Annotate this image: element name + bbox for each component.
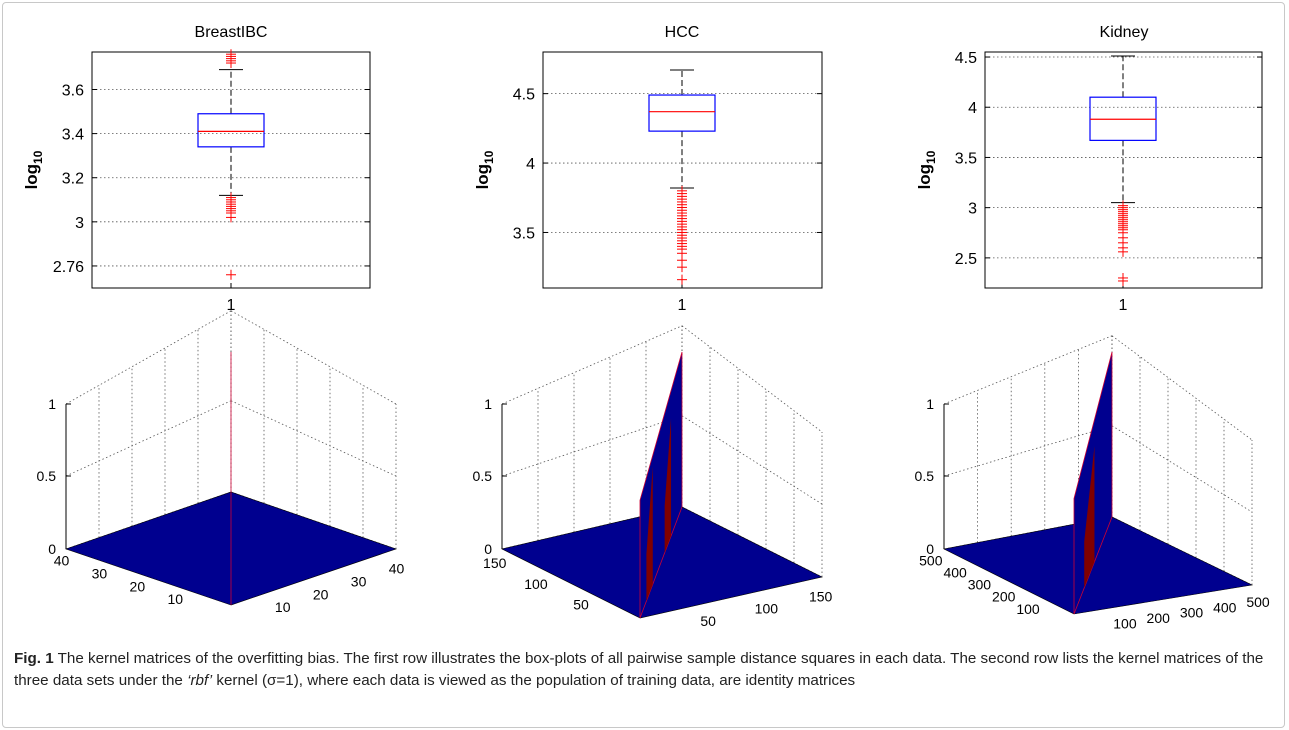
boxplot-hcc: 3.5 4 4.5 log10 1: [473, 51, 823, 314]
z-grid-line: [1111, 335, 1253, 441]
left-axis-tick-label: 20: [130, 578, 146, 594]
right-axis-tick-label: 200: [1147, 610, 1171, 626]
right-axis-tick-label: 500: [1246, 594, 1270, 610]
right-axis-tick-label: 100: [755, 601, 779, 617]
z-grid-line: [65, 310, 232, 405]
right-axis-tick-label: 10: [275, 599, 291, 615]
panel-title-breastibc: BreastIBC: [195, 24, 268, 41]
z-grid-line: [943, 335, 1113, 405]
caption-kernel-name: ‘rbf’: [187, 672, 213, 689]
y-axis-label: log10: [22, 150, 45, 189]
z-tick-label: 0: [48, 541, 56, 557]
diagonal-red-band: [646, 466, 653, 602]
left-axis-tick-label: 300: [968, 577, 992, 593]
panel-title-kidney: Kidney: [1100, 24, 1149, 41]
y-tick-label: 3.4: [62, 127, 84, 144]
z-grid-line: [230, 400, 397, 477]
y-tick-label: 2.5: [955, 251, 977, 268]
left-axis-tick-label: 50: [573, 596, 589, 612]
z-tick-label: 1: [48, 396, 56, 412]
left-axis-tick-label: 30: [92, 565, 108, 581]
iqr-box: [648, 94, 716, 132]
y-tick-label: 4.5: [513, 87, 535, 104]
z-grid-line: [230, 310, 397, 405]
z-grid-line: [501, 325, 683, 405]
z-tick-label: 0.5: [473, 468, 493, 484]
z-grid-line: [943, 425, 1113, 477]
x-tick-label: 1: [1119, 297, 1128, 314]
y-axis-label: log10: [473, 150, 496, 189]
left-axis-tick-label: 500: [919, 552, 943, 568]
outlier-marker: [677, 262, 687, 273]
z-tick-label: 0.5: [37, 468, 57, 484]
left-axis-tick-label: 40: [54, 553, 70, 569]
left-axis-tick-label: 100: [524, 576, 548, 592]
right-axis-tick-label: 300: [1180, 605, 1204, 621]
z-grid-line: [65, 400, 232, 477]
outlier-marker: [226, 212, 236, 223]
boxplot-kidney: 2.5 3 3.5 4 4.5 log10 1: [915, 50, 1263, 314]
y-tick-label: 3: [968, 201, 977, 218]
right-axis-tick-label: 50: [700, 613, 716, 629]
left-axis-tick-label: 150: [483, 555, 507, 571]
iqr-box: [197, 113, 265, 148]
boxplot-breastibc: 2.76 3 3.2 3.4 3.6 log10 1: [22, 49, 371, 314]
kernel-surface-breastibc: 0 0.5 1 10 20 30 40 10 20 30 40: [37, 310, 405, 615]
y-tick-label: 4.5: [955, 50, 977, 67]
y-tick-label: 4: [526, 156, 535, 173]
caption-text-2: kernel (σ=1), where each data is viewed …: [212, 672, 856, 689]
left-axis-tick-label: 100: [1016, 601, 1040, 617]
z-grid-line: [681, 325, 823, 433]
outlier-marker: [226, 49, 236, 60]
y-axis-label: log10: [915, 150, 938, 189]
y-tick-label: 2.76: [53, 259, 84, 276]
caption-label: Fig. 1: [14, 650, 54, 667]
outlier-marker: [1118, 246, 1128, 257]
z-grid-line: [681, 415, 823, 505]
y-tick-label: 3.6: [62, 82, 84, 99]
caption-text-1: The kernel matrices of the overfitting b…: [14, 650, 1264, 689]
right-axis-tick-label: 150: [809, 588, 833, 604]
figure-canvas: BreastIBC HCC Kidney 2.76 3 3.2 3.4 3.6 log10…: [22, 24, 1270, 632]
y-tick-label: 3.2: [62, 171, 84, 188]
z-tick-label: 1: [926, 396, 934, 412]
figure-caption: Fig. 1 The kernel matrices of the overfi…: [14, 648, 1279, 692]
z-tick-label: 0: [926, 541, 934, 557]
right-axis-tick-label: 100: [1113, 616, 1137, 632]
left-axis-tick-label: 400: [943, 564, 967, 580]
right-axis-tick-label: 400: [1213, 599, 1237, 615]
outlier-marker: [226, 269, 236, 280]
diagonal-red-band: [1084, 446, 1095, 588]
y-tick-label: 3: [75, 215, 84, 232]
y-tick-label: 3.5: [955, 150, 977, 167]
x-tick-label: 1: [227, 297, 236, 314]
z-tick-label: 0: [484, 541, 492, 557]
left-axis-tick-label: 200: [992, 589, 1016, 605]
z-grid-line: [1111, 425, 1253, 513]
right-axis-tick-label: 30: [351, 573, 367, 589]
panel-title-hcc: HCC: [665, 24, 700, 41]
right-axis-tick-label: 20: [313, 586, 329, 602]
y-tick-label: 4: [968, 100, 977, 117]
z-tick-label: 0.5: [915, 468, 935, 484]
outlier-marker: [677, 274, 687, 285]
x-tick-label: 1: [678, 297, 687, 314]
right-axis-tick-label: 40: [389, 561, 405, 577]
left-axis-tick-label: 10: [167, 591, 183, 607]
diagonal-red-band: [664, 418, 672, 553]
y-tick-label: 3.5: [513, 225, 535, 242]
z-tick-label: 1: [484, 396, 492, 412]
outlier-marker: [1118, 275, 1128, 286]
